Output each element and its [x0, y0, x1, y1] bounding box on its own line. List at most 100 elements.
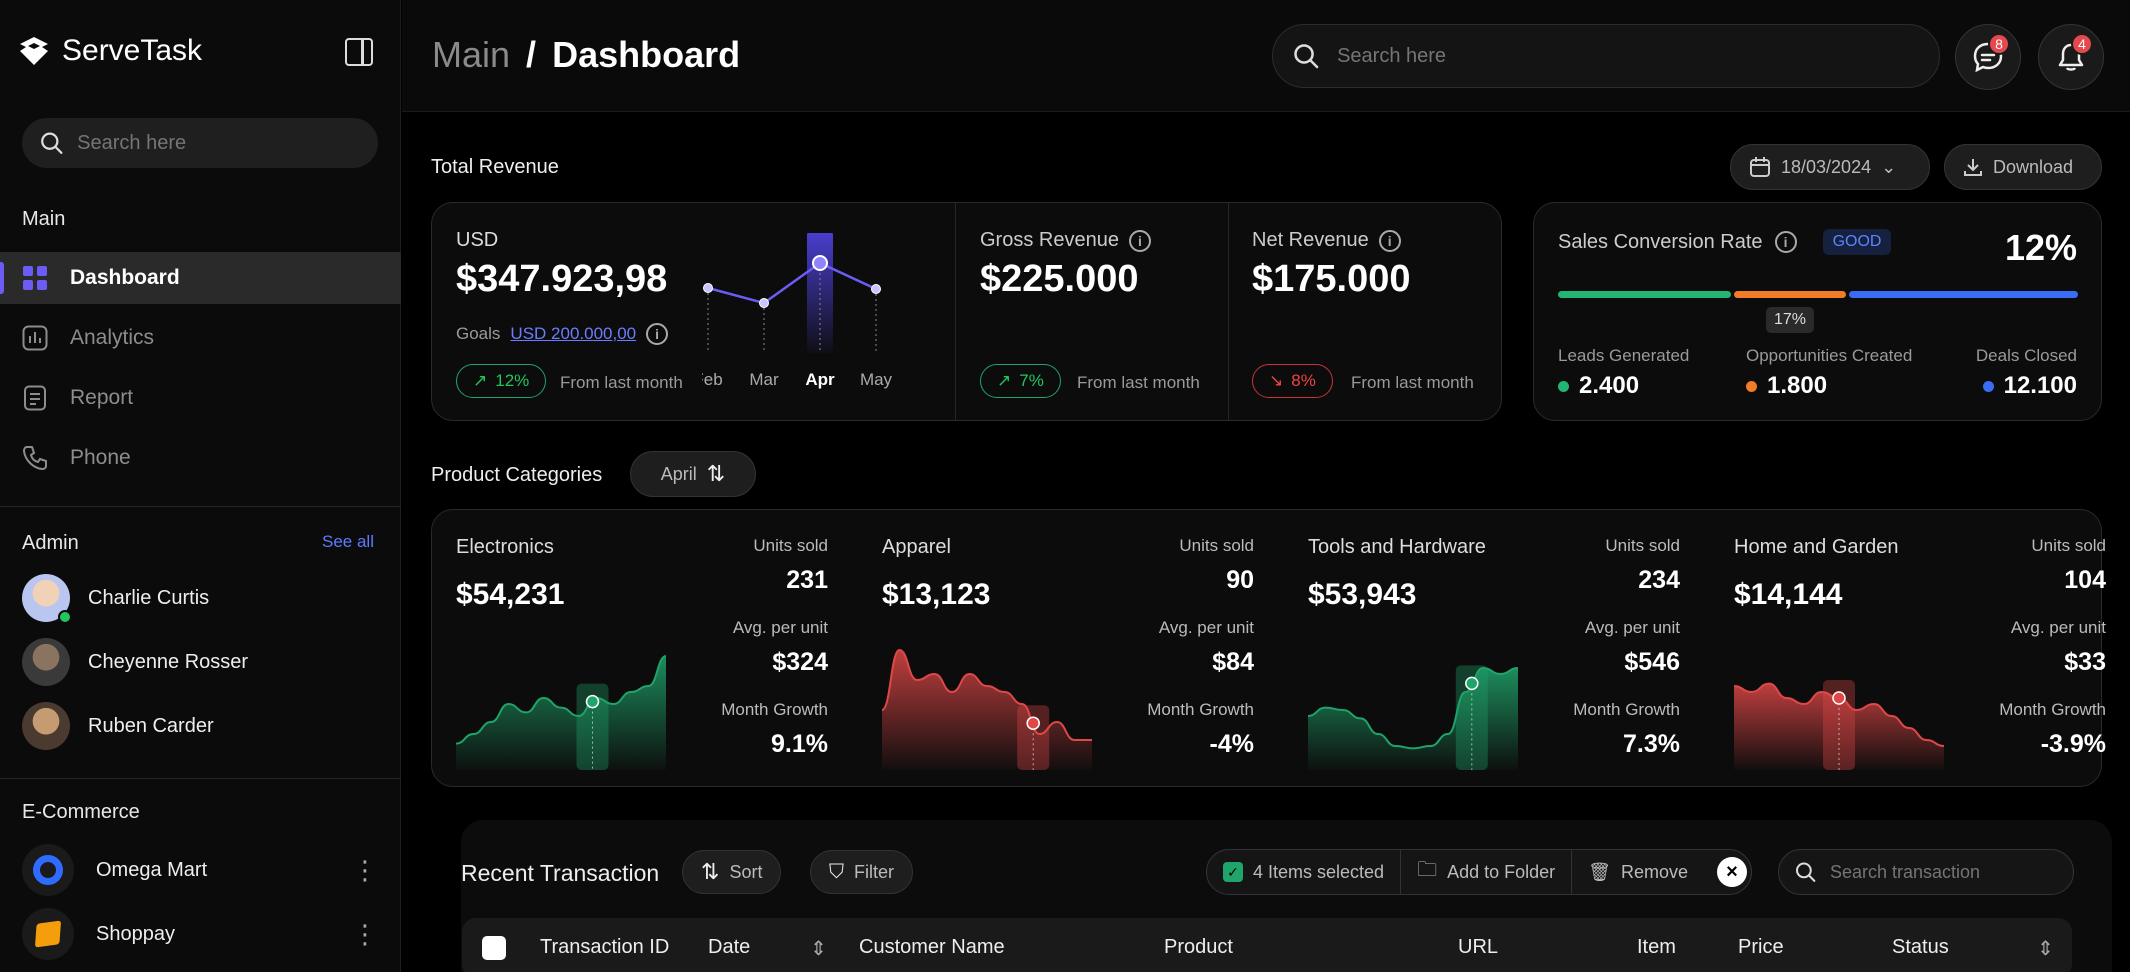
growth-label: Month Growth	[721, 700, 828, 719]
highlight-point	[1465, 676, 1479, 691]
download-button[interactable]: Download	[1944, 144, 2102, 190]
date-picker[interactable]: 18/03/2024 ⌄	[1730, 144, 1930, 190]
trend-up-icon: ↗	[997, 371, 1012, 390]
divider	[955, 203, 956, 420]
info-icon[interactable]: i	[1378, 229, 1401, 252]
more-options-icon[interactable]: ⋮	[352, 918, 378, 949]
breadcrumb-parent[interactable]: Main	[432, 34, 511, 75]
admin-section-title: Admin	[22, 532, 79, 554]
data-point	[703, 283, 713, 293]
column-header[interactable]: URL	[1458, 936, 1499, 958]
category-block[interactable]: Apparel $13,123 Units sold 90 Avg. per u…	[858, 510, 1278, 786]
info-icon[interactable]: i	[646, 323, 669, 345]
remove-label: Remove	[1620, 861, 1689, 882]
nav-dashboard[interactable]: Dashboard	[0, 252, 401, 304]
notifications-badge: 4	[2071, 33, 2093, 55]
checkbox-checked-icon: ✓	[1223, 862, 1243, 882]
month-selector[interactable]: April ⇅	[630, 451, 756, 497]
notifications-button[interactable]: 4	[2038, 24, 2104, 90]
column-header[interactable]: Customer Name	[859, 936, 1005, 958]
select-all-checkbox[interactable]	[482, 936, 506, 960]
topbar: Main / Dashboard 8 4	[402, 0, 2130, 112]
messages-button[interactable]: 8	[1955, 24, 2021, 90]
avg-value: $84	[1212, 648, 1254, 676]
column-header[interactable]: Price	[1738, 936, 1784, 958]
search-icon	[1294, 44, 1319, 69]
nav-label: Phone	[70, 446, 131, 469]
admin-item[interactable]: Ruben Carder	[22, 702, 214, 750]
avg-value: $546	[1624, 648, 1680, 676]
trash-icon: 🗑	[1588, 861, 1611, 882]
transaction-search-input[interactable]	[1829, 861, 2073, 883]
stat-label: Deals Closed	[1975, 346, 2077, 365]
global-search-input[interactable]	[1337, 44, 1939, 68]
gross-change-chip: ↗ 7%	[980, 364, 1061, 398]
global-search[interactable]	[1272, 24, 1940, 88]
column-header[interactable]: Product	[1164, 936, 1233, 958]
highlight-point	[1026, 716, 1040, 730]
highlight-bar	[1455, 665, 1488, 770]
column-header[interactable]: Status	[1892, 936, 1949, 958]
sort-arrows-icon[interactable]: ⇕	[2037, 938, 2054, 960]
data-point	[759, 298, 769, 308]
table-header: Transaction ID Date ⇕ Customer Name Prod…	[462, 918, 2072, 972]
sort-button[interactable]: ⇅ Sort	[682, 850, 782, 894]
date-value: 18/03/2024	[1781, 156, 1872, 177]
nav-analytics[interactable]: Analytics	[0, 312, 401, 364]
divider	[0, 778, 401, 779]
legend-dot	[1746, 380, 1757, 392]
conversion-bar	[1558, 291, 2079, 298]
sort-icon: ⇅	[701, 859, 720, 884]
shop-item[interactable]: Shoppay ⋮	[22, 908, 378, 960]
legend-dot	[1558, 380, 1569, 392]
nav-label: Analytics	[70, 326, 155, 349]
column-header[interactable]: Date	[708, 936, 751, 958]
see-all-link[interactable]: See all	[322, 532, 374, 551]
avatar	[22, 574, 72, 624]
info-icon[interactable]: i	[1128, 229, 1151, 252]
transaction-search[interactable]	[1778, 849, 2074, 895]
app-name: ServeTask	[62, 34, 203, 67]
growth-label: Month Growth	[1147, 700, 1254, 719]
category-name: Home and Garden	[1734, 536, 1899, 558]
x-tick-label: May	[860, 370, 893, 389]
admin-item[interactable]: Charlie Curtis	[22, 574, 209, 624]
more-options-icon[interactable]: ⋮	[352, 854, 378, 885]
stat-value: 12.100	[2003, 372, 2077, 399]
nav-report[interactable]: Report	[0, 372, 401, 424]
units-label: Units sold	[1179, 536, 1254, 555]
admin-item[interactable]: Cheyenne Rosser	[22, 638, 248, 686]
net-revenue-label: Net Revenue	[1252, 229, 1369, 251]
info-icon[interactable]: i	[1774, 231, 1797, 253]
sort-arrows-icon[interactable]: ⇕	[810, 938, 827, 960]
selected-items[interactable]: ✓ 4 Items selected	[1207, 850, 1402, 894]
sidebar-search[interactable]	[22, 118, 378, 168]
shoppay-logo-icon	[22, 908, 74, 960]
filter-button[interactable]: ⛉ Filter	[810, 850, 913, 894]
divider	[1228, 203, 1229, 420]
change-value: 8%	[1291, 371, 1316, 390]
sparkline-area	[1308, 668, 1518, 770]
sidebar-toggle-icon[interactable]	[345, 38, 373, 66]
category-block[interactable]: Electronics $54,231 Units sold 231 Avg. …	[432, 510, 852, 786]
sidebar-search-input[interactable]	[77, 131, 378, 155]
nav-phone[interactable]: Phone	[0, 432, 401, 484]
column-header[interactable]: Transaction ID	[540, 936, 670, 958]
category-block[interactable]: Home and Garden $14,144 Units sold 104 A…	[1710, 510, 2130, 786]
categories-card: Electronics $54,231 Units sold 231 Avg. …	[431, 509, 2106, 787]
goals-value[interactable]: USD 200.000,00	[510, 324, 637, 343]
folder-icon: 🗀	[1417, 859, 1438, 881]
category-block[interactable]: Tools and Hardware $53,943 Units sold 23…	[1284, 510, 1704, 786]
sparkline-area	[456, 656, 666, 770]
remove-button[interactable]: 🗑 Remove	[1572, 850, 1704, 894]
close-icon[interactable]: ×	[1717, 857, 1747, 887]
units-label: Units sold	[2031, 536, 2106, 555]
category-revenue: $14,144	[1734, 578, 1843, 611]
app-logo[interactable]: ServeTask	[18, 34, 202, 68]
growth-value: -3.9%	[2040, 730, 2106, 758]
selected-count: 4 Items selected	[1253, 861, 1385, 882]
net-change-chip: ↘ 8%	[1252, 364, 1333, 398]
column-header[interactable]: Item	[1637, 936, 1676, 958]
shop-item[interactable]: Omega Mart ⋮	[22, 844, 378, 896]
add-to-folder-button[interactable]: 🗀 Add to Folder	[1401, 850, 1573, 894]
